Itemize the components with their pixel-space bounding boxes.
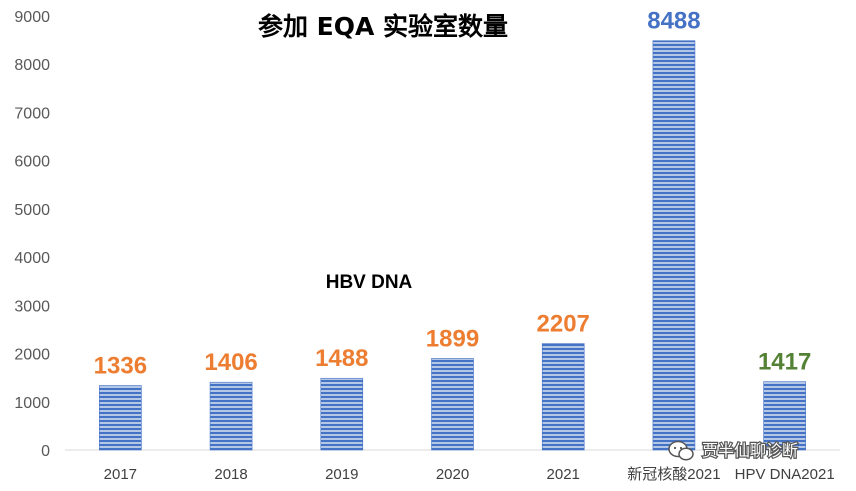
data-label: 1406 (204, 349, 257, 376)
x-axis-labels: 2017 2018 2019 2020 2021 新冠核酸2021 HPV DNA2021 (104, 466, 835, 483)
bar (431, 358, 474, 451)
y-tick-label: 6000 (14, 154, 50, 171)
bar (652, 40, 696, 451)
annotation-hbv-dna: HBV DNA (326, 272, 413, 293)
x-tick-label: 2020 (436, 466, 469, 483)
y-tick-label: 3000 (14, 298, 50, 315)
data-label: 1488 (315, 345, 368, 372)
bars (99, 40, 806, 451)
bar (541, 343, 585, 451)
watermark: 贾半仙聊诊断 (668, 440, 799, 461)
y-tick-label: 0 (41, 443, 50, 460)
y-tick-label: 5000 (14, 202, 50, 219)
data-label: 1899 (426, 325, 479, 352)
data-label: 2207 (537, 311, 590, 338)
bar (320, 377, 364, 451)
x-tick-label: 2019 (325, 466, 358, 483)
data-labels: 1336 1406 1488 1899 2207 8488 1417 (94, 8, 812, 380)
x-tick-label: 2021 (547, 466, 580, 483)
data-label: 1336 (94, 353, 147, 380)
wechat-icon (668, 440, 694, 461)
x-tick-label: 新冠核酸2021 (627, 466, 720, 483)
y-tick-label: 1000 (14, 395, 50, 412)
y-tick-label: 8000 (14, 57, 50, 74)
x-tick-label: 2018 (214, 466, 247, 483)
bar (763, 381, 806, 451)
x-tick-label: HPV DNA2021 (735, 466, 835, 483)
watermark-text: 贾半仙聊诊断 (702, 441, 798, 460)
bar (209, 381, 253, 451)
data-label: 1417 (758, 349, 811, 376)
x-tick-label: 2017 (104, 466, 137, 483)
y-tick-label: 9000 (14, 9, 50, 26)
chart-title: 参加 EQA 实验室数量 (258, 12, 508, 41)
data-label: 8488 (647, 8, 700, 35)
y-tick-label: 2000 (14, 347, 50, 364)
y-axis: 0 1000 2000 3000 4000 5000 6000 7000 8000 9000 (14, 9, 50, 460)
bar (99, 385, 142, 451)
y-tick-label: 4000 (14, 250, 50, 267)
y-tick-label: 7000 (14, 105, 50, 122)
